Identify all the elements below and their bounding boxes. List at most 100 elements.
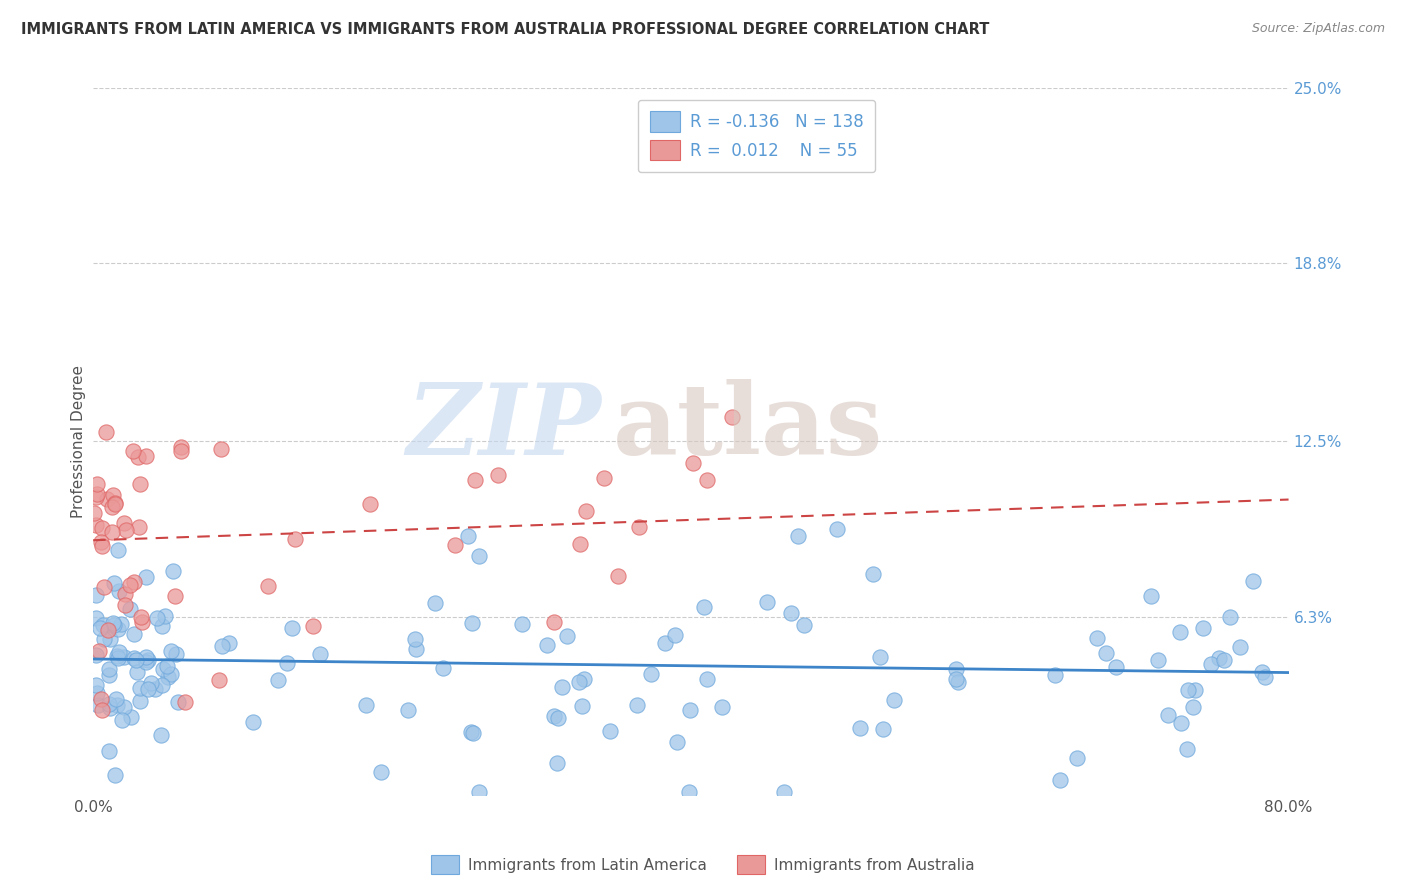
Point — [167, 695, 190, 709]
Point — [786, 529, 808, 543]
Text: ZIP: ZIP — [406, 379, 602, 475]
Point — [131, 615, 153, 630]
Point — [145, 611, 167, 625]
Point — [107, 543, 129, 558]
Point — [209, 442, 232, 456]
Point — [98, 661, 121, 675]
Point — [793, 617, 815, 632]
Point — [488, 468, 510, 483]
Point — [112, 650, 135, 665]
Point — [139, 676, 162, 690]
Point — [94, 425, 117, 439]
Point — [122, 651, 145, 665]
Point — [86, 685, 108, 699]
Point — [457, 529, 479, 543]
Point — [86, 517, 108, 532]
Point — [606, 568, 628, 582]
Point — [1208, 651, 1230, 665]
Point — [112, 516, 135, 530]
Point — [136, 652, 159, 666]
Legend: Immigrants from Latin America, Immigrants from Australia: Immigrants from Latin America, Immigrant… — [425, 849, 981, 880]
Point — [108, 584, 131, 599]
Point — [575, 504, 598, 518]
Point — [135, 450, 157, 464]
Point — [1251, 665, 1274, 679]
Point — [110, 617, 132, 632]
Point — [153, 609, 176, 624]
Point — [104, 497, 127, 511]
Point — [163, 589, 186, 603]
Point — [129, 693, 152, 707]
Point — [1241, 574, 1264, 589]
Point — [883, 693, 905, 707]
Point — [696, 473, 718, 487]
Point — [872, 722, 894, 736]
Point — [84, 490, 107, 504]
Point — [1140, 589, 1163, 603]
Point — [1049, 772, 1071, 787]
Point — [98, 632, 121, 647]
Point — [664, 628, 686, 642]
Point — [593, 471, 616, 485]
Point — [568, 674, 591, 689]
Point — [678, 703, 700, 717]
Point — [1066, 751, 1088, 765]
Point — [90, 703, 112, 717]
Point — [90, 691, 112, 706]
Point — [682, 456, 704, 470]
Point — [122, 627, 145, 641]
Point — [1157, 708, 1180, 723]
Point — [849, 721, 872, 735]
Point — [720, 409, 742, 424]
Point — [91, 618, 114, 632]
Point — [405, 641, 427, 656]
Point — [460, 725, 482, 739]
Point — [1184, 683, 1206, 698]
Point — [103, 616, 125, 631]
Point — [97, 697, 120, 711]
Point — [1043, 668, 1066, 682]
Text: Source: ZipAtlas.com: Source: ZipAtlas.com — [1251, 22, 1385, 36]
Point — [302, 619, 325, 633]
Point — [276, 656, 298, 670]
Point — [173, 695, 195, 709]
Point — [208, 673, 231, 688]
Point — [90, 535, 112, 549]
Point — [96, 492, 118, 507]
Point — [135, 570, 157, 584]
Point — [354, 698, 377, 712]
Point — [135, 655, 157, 669]
Point — [284, 532, 307, 546]
Point — [97, 623, 120, 637]
Point — [536, 638, 558, 652]
Point — [627, 520, 650, 534]
Point — [1168, 625, 1191, 640]
Point — [118, 577, 141, 591]
Point — [165, 648, 187, 662]
Point — [150, 678, 173, 692]
Point — [162, 564, 184, 578]
Point — [145, 681, 167, 696]
Point — [218, 636, 240, 650]
Point — [555, 630, 578, 644]
Point — [103, 576, 125, 591]
Point — [756, 595, 779, 609]
Point — [665, 734, 688, 748]
Point — [945, 662, 967, 676]
Point — [89, 644, 111, 658]
Point — [461, 726, 484, 740]
Point — [98, 700, 121, 714]
Point — [169, 440, 191, 454]
Point — [112, 700, 135, 714]
Point — [107, 622, 129, 636]
Point — [464, 473, 486, 487]
Point — [156, 658, 179, 673]
Point — [149, 728, 172, 742]
Point — [169, 444, 191, 458]
Point — [93, 580, 115, 594]
Point — [122, 575, 145, 590]
Point — [128, 681, 150, 695]
Point — [404, 632, 426, 646]
Point — [86, 648, 108, 662]
Point — [640, 666, 662, 681]
